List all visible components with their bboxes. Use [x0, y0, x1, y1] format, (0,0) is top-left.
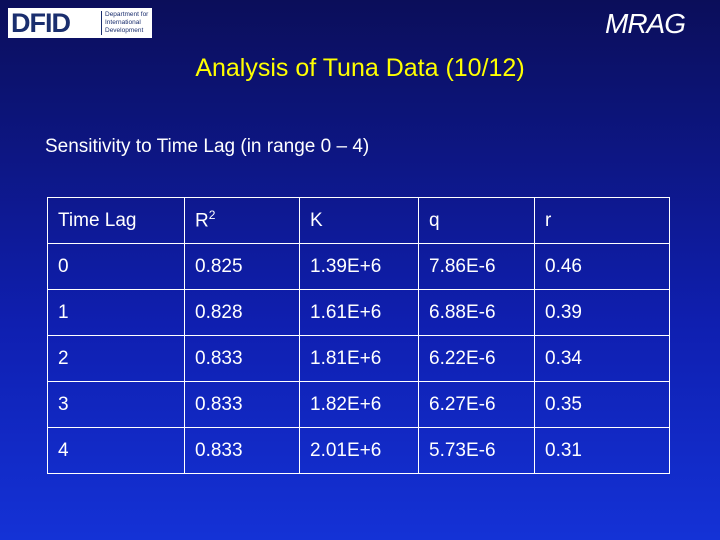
table-cell: 2 [47, 335, 185, 382]
table-row: 1 0.828 1.61E+6 6.88E-6 0.39 [47, 289, 670, 336]
table-cell: 0.34 [534, 335, 670, 382]
logo-abbr: DFID [11, 7, 71, 38]
table-cell: 0.833 [184, 427, 300, 474]
table-cell: 7.86E-6 [418, 243, 535, 290]
table-row: 4 0.833 2.01E+6 5.73E-6 0.31 [47, 427, 670, 474]
table-cell: 2.01E+6 [299, 427, 419, 474]
table-cell: 0.31 [534, 427, 670, 474]
table-cell: 0.825 [184, 243, 300, 290]
table-cell: 5.73E-6 [418, 427, 535, 474]
table-cell: 1.81E+6 [299, 335, 419, 382]
table-cell: 4 [47, 427, 185, 474]
header-sup: 2 [208, 208, 216, 223]
table-cell: 6.27E-6 [418, 381, 535, 428]
table-cell: 1.39E+6 [299, 243, 419, 290]
table-cell: 6.88E-6 [418, 289, 535, 336]
title: Analysis of Tuna Data (10/12) [195, 54, 525, 82]
table-row: 0 0.825 1.39E+6 7.86E-6 0.46 [47, 243, 670, 290]
table-cell: 0.46 [534, 243, 670, 290]
table-cell: 0.35 [534, 381, 670, 428]
table-row: 3 0.833 1.82E+6 6.27E-6 0.35 [47, 381, 670, 428]
logo-text: Department for International Development [101, 11, 148, 35]
table-cell: 0.833 [184, 381, 300, 428]
header-base: R [195, 210, 209, 232]
header-cell: r [534, 197, 670, 244]
logo-line: International [105, 19, 141, 26]
table-cell: 6.22E-6 [418, 335, 535, 382]
table-cell: 0.39 [534, 289, 670, 336]
table-cell: 1.82E+6 [299, 381, 419, 428]
logo-line: Development [105, 27, 144, 34]
table-cell: 0 [47, 243, 185, 290]
mrag-logo: MRAG [605, 8, 686, 39]
header-cell: q [418, 197, 535, 244]
header-cell: Time Lag [47, 197, 185, 244]
subtitle: Sensitivity to Time Lag (in range 0 – 4) [45, 136, 370, 157]
table-row: 2 0.833 1.81E+6 6.22E-6 0.34 [47, 335, 670, 382]
header-cell: K [299, 197, 419, 244]
header-cell: R2 [184, 197, 300, 244]
table-cell: 1.61E+6 [299, 289, 419, 336]
table-cell: 1 [47, 289, 185, 336]
logo-line: Department for [105, 11, 149, 18]
table-cell: 0.833 [184, 335, 300, 382]
table-cell: 0.828 [184, 289, 300, 336]
dfid-logo: DFID Department for International Develo… [8, 8, 152, 38]
table-cell: 3 [47, 381, 185, 428]
